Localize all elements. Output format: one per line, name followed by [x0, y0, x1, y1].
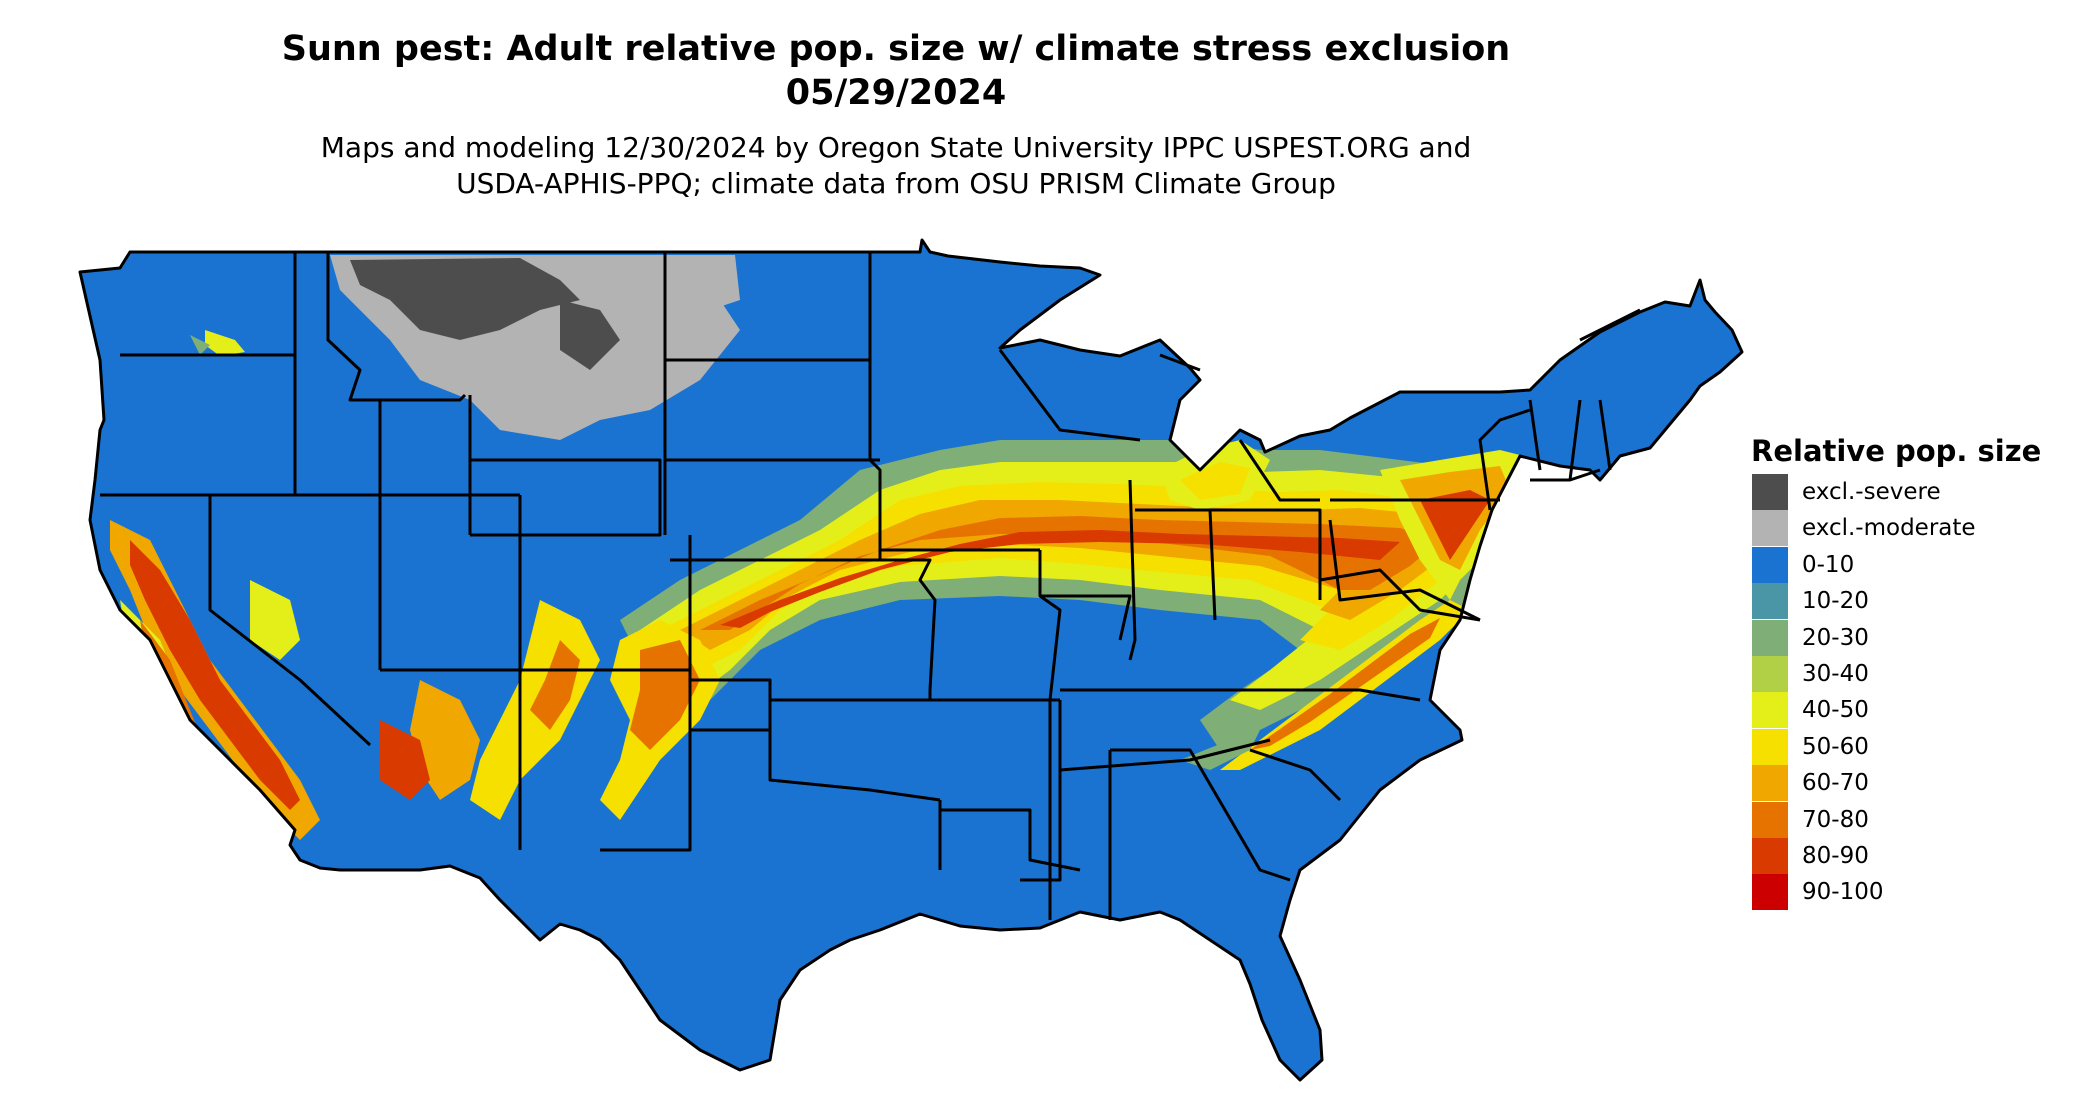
legend-label: 30-40	[1802, 660, 1869, 687]
legend-item: 0-10	[1750, 543, 2070, 583]
map-date: 05/29/2024	[785, 73, 1007, 113]
state-borders	[78, 238, 1744, 1082]
map-subtitle-line-1: Maps and modeling 12/30/2024 by Oregon S…	[320, 131, 1472, 164]
legend-label: 90-100	[1802, 879, 1884, 906]
legend-title: Relative pop. size	[1751, 434, 2042, 468]
land-base	[80, 240, 1742, 1080]
legend-swatch	[1752, 655, 1788, 692]
legend-item: 70-80	[1750, 798, 2070, 838]
legend: Relative pop. size excl.-severe excl.-mod…	[1750, 432, 2070, 911]
map-subtitle-line-2: USDA-APHIS-PPQ; climate data from OSU PR…	[456, 167, 1336, 200]
legend-item: 80-90	[1750, 834, 2070, 874]
legend-label: 70-80	[1802, 806, 1869, 833]
legend-label: 10-20	[1802, 588, 1869, 615]
legend-label: 80-90	[1802, 842, 1869, 869]
legend-item: 60-70	[1750, 761, 2070, 802]
legend-swatch	[1752, 619, 1788, 656]
legend-item: 50-60	[1750, 725, 2070, 765]
legend-swatch	[1752, 583, 1788, 620]
legend-swatch	[1752, 728, 1788, 765]
legend-label: 60-70	[1802, 770, 1869, 797]
legend-label: 0-10	[1802, 551, 1855, 578]
legend-item: 30-40	[1750, 652, 2070, 692]
legend-label: excl.-moderate	[1802, 515, 1976, 542]
legend-swatch	[1752, 692, 1788, 729]
legend-swatch	[1752, 510, 1788, 547]
legend-label: 40-50	[1802, 697, 1869, 724]
map-title: Sunn pest: Adult relative pop. size w/ c…	[281, 29, 1511, 69]
legend-label: excl.-severe	[1802, 479, 1941, 505]
legend-item: excl.-severe	[1750, 470, 2070, 510]
legend-swatch	[1752, 801, 1788, 838]
legend-item: 20-30	[1750, 616, 2070, 656]
legend-swatch	[1752, 546, 1788, 583]
legend-swatch	[1752, 765, 1788, 802]
legend-label: 50-60	[1802, 733, 1869, 760]
legend-item: excl.-moderate	[1750, 506, 2070, 547]
legend-label: 20-30	[1802, 624, 1869, 651]
legend-item: 10-20	[1750, 579, 2070, 620]
legend-swatch	[1752, 474, 1788, 510]
legend-item: 40-50	[1750, 688, 2070, 729]
legend-swatch	[1752, 874, 1788, 911]
legend-swatch	[1752, 837, 1788, 874]
legend-item: 90-100	[1750, 870, 2070, 911]
